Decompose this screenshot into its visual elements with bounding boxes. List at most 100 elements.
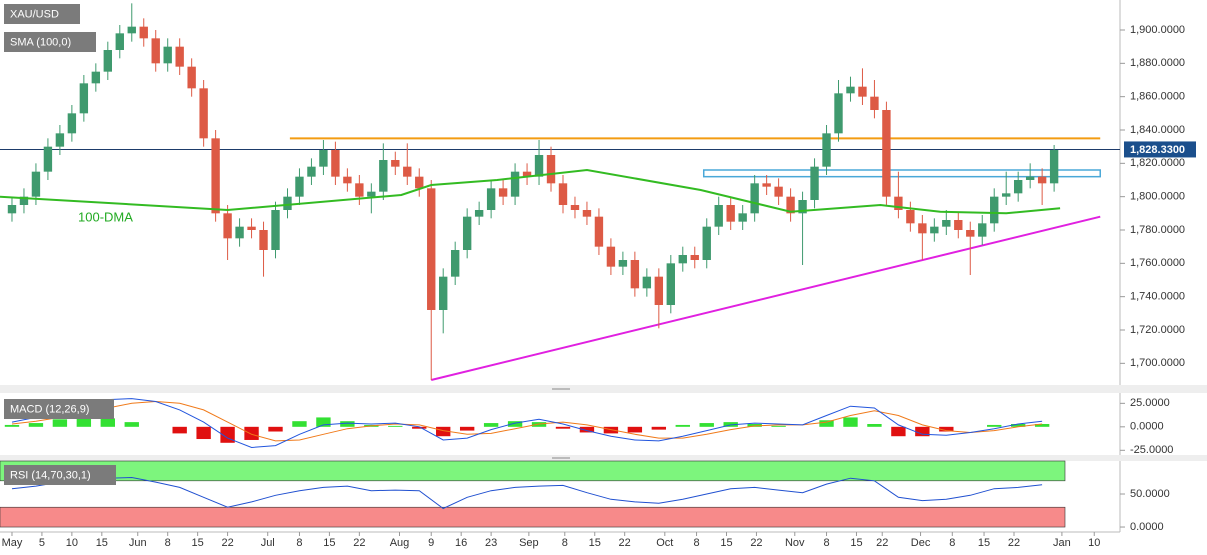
candle-body <box>211 138 220 214</box>
candle-body <box>690 255 699 260</box>
x-tick-label: Sep <box>519 537 539 549</box>
macd-title: MACD (12,26,9) <box>10 403 89 415</box>
rsi-title: RSI (14,70,30,1) <box>10 469 91 481</box>
candle-body <box>283 196 292 210</box>
x-tick-label: 15 <box>192 537 204 549</box>
candle-body <box>474 210 484 217</box>
histogram-bar <box>627 426 643 433</box>
candle-body <box>606 246 616 267</box>
x-tick-label: 15 <box>323 537 335 549</box>
panel-divider <box>0 455 1207 461</box>
histogram-bar <box>1034 424 1050 427</box>
candle-body <box>954 220 963 230</box>
resistance-zone <box>702 169 1101 178</box>
histogram-bar <box>699 423 714 427</box>
histogram-bar <box>675 424 690 427</box>
candle-body <box>762 183 771 187</box>
candle-body <box>834 93 843 134</box>
candle-body <box>546 155 556 184</box>
histogram-bar <box>771 425 786 427</box>
histogram-bar <box>244 426 259 440</box>
candle-body <box>942 220 951 227</box>
y-tick-label: 1,840.0000 <box>1130 124 1185 136</box>
x-tick-label: 5 <box>39 537 45 549</box>
candle-body <box>91 71 101 84</box>
y-tick-label: 1,700.0000 <box>1130 357 1185 369</box>
x-tick-label: Jul <box>261 537 275 549</box>
y-tick-label: 1,800.0000 <box>1130 191 1185 203</box>
candle-body <box>630 260 640 289</box>
x-tick-label: 10 <box>66 537 78 549</box>
candle-body <box>714 205 723 227</box>
histogram-bar <box>1010 424 1026 427</box>
candle-body <box>966 230 975 237</box>
y-tick-label: 1,860.0000 <box>1130 91 1185 103</box>
x-tick-label: 8 <box>562 537 568 549</box>
candle-body <box>450 250 460 277</box>
candle-body <box>750 183 759 214</box>
histogram-bar <box>483 423 499 427</box>
histogram-bar <box>507 421 523 427</box>
candle-body <box>331 150 340 177</box>
histogram-bar <box>196 426 211 440</box>
trend-line <box>430 215 1101 381</box>
sma-line <box>0 168 1061 215</box>
candle-body <box>654 276 664 305</box>
histogram-bar <box>867 424 882 427</box>
x-tick-label: 8 <box>165 537 171 549</box>
y-tick-label: 25.0000 <box>1130 397 1170 409</box>
candle-body <box>379 160 388 192</box>
candle-body <box>319 150 328 167</box>
y-tick-label: 50.0000 <box>1130 488 1170 500</box>
macd-line <box>11 398 1043 449</box>
y-tick-label: 1,820.0000 <box>1130 157 1185 169</box>
histogram-bar <box>292 421 307 427</box>
x-tick-label: 22 <box>221 537 233 549</box>
candle-body <box>163 46 172 64</box>
y-tick-label: 1,780.0000 <box>1130 224 1185 236</box>
histogram-bar <box>939 426 954 432</box>
y-tick-label: 0.0000 <box>1130 421 1164 433</box>
x-tick-label: 22 <box>1008 537 1020 549</box>
histogram-bar <box>459 426 475 431</box>
candle-body <box>55 133 65 147</box>
candle-body <box>990 196 999 224</box>
x-tick-label: 8 <box>693 537 699 549</box>
candle-body <box>894 196 903 210</box>
candle-body <box>882 110 891 197</box>
candle-body <box>103 50 112 72</box>
x-tick-label: 22 <box>750 537 762 549</box>
candle-body <box>498 188 508 197</box>
candle-body <box>582 210 592 217</box>
histogram-bar <box>819 420 834 427</box>
candle-body <box>127 26 136 34</box>
candle-body <box>978 223 987 237</box>
y-tick-label: 1,880.0000 <box>1130 57 1185 69</box>
candle-body <box>774 186 783 197</box>
candle-body <box>67 113 77 134</box>
candle-body <box>534 155 544 177</box>
x-tick-label: 15 <box>96 537 108 549</box>
y-tick-label: 1,760.0000 <box>1130 257 1185 269</box>
candle-body <box>642 276 652 289</box>
candle-body <box>810 166 819 200</box>
last-price-box <box>1124 141 1196 158</box>
candle-body <box>79 83 89 114</box>
histogram-bar <box>268 426 283 432</box>
histogram-bar <box>52 419 68 427</box>
y-tick-label: 1,900.0000 <box>1130 24 1185 36</box>
x-tick-label: Jun <box>129 537 147 549</box>
candle-body <box>151 38 160 64</box>
candle-body <box>858 86 867 97</box>
candle-body <box>1037 176 1047 184</box>
x-tick-label: 9 <box>428 537 434 549</box>
sma-tag <box>4 32 96 52</box>
candle-body <box>522 171 532 177</box>
x-tick-label: 15 <box>850 537 862 549</box>
candle-body <box>678 255 687 264</box>
candle-body <box>822 133 831 167</box>
candle-body <box>618 260 628 267</box>
rsi-band <box>0 460 1066 482</box>
x-tick-label: Dec <box>911 537 931 549</box>
